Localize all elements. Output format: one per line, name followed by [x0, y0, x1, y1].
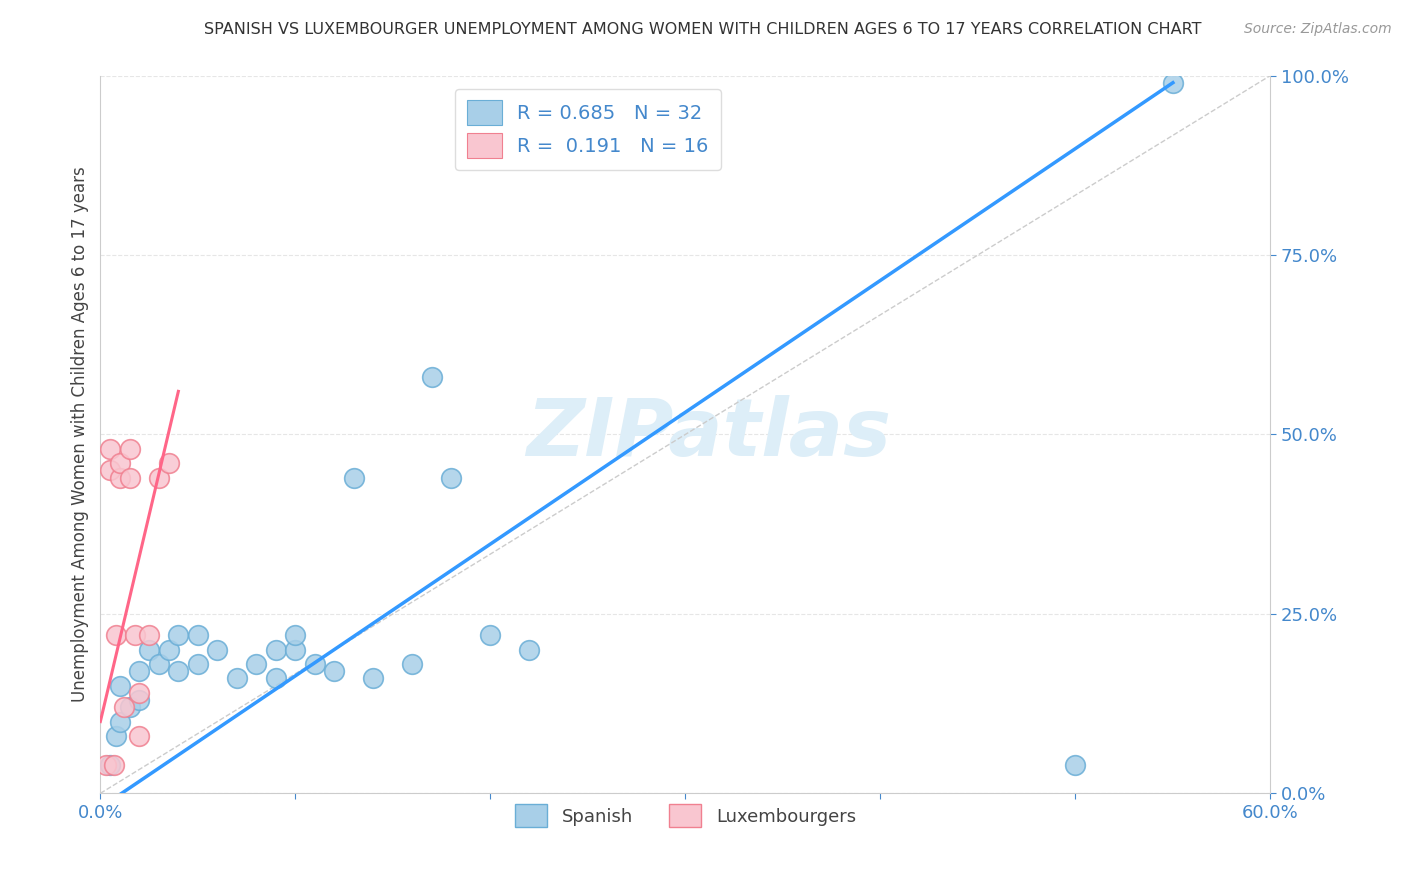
Point — [264, 672, 287, 686]
Point — [118, 470, 141, 484]
Point — [420, 370, 443, 384]
Point — [98, 463, 121, 477]
Point — [138, 642, 160, 657]
Point — [187, 628, 209, 642]
Point — [157, 456, 180, 470]
Point — [284, 642, 307, 657]
Point — [138, 628, 160, 642]
Point — [207, 642, 229, 657]
Point — [1161, 76, 1184, 90]
Point — [148, 657, 170, 672]
Point — [479, 628, 502, 642]
Point — [519, 642, 541, 657]
Point — [128, 665, 150, 679]
Text: ZIPatlas: ZIPatlas — [526, 395, 891, 474]
Point — [1064, 757, 1087, 772]
Point — [118, 700, 141, 714]
Point — [96, 757, 118, 772]
Point — [264, 642, 287, 657]
Point — [284, 628, 307, 642]
Point — [108, 456, 131, 470]
Point — [128, 729, 150, 743]
Point — [104, 628, 127, 642]
Point — [148, 470, 170, 484]
Text: SPANISH VS LUXEMBOURGER UNEMPLOYMENT AMONG WOMEN WITH CHILDREN AGES 6 TO 17 YEAR: SPANISH VS LUXEMBOURGER UNEMPLOYMENT AMO… — [204, 22, 1202, 37]
Point — [225, 672, 247, 686]
Y-axis label: Unemployment Among Women with Children Ages 6 to 17 years: Unemployment Among Women with Children A… — [72, 167, 89, 702]
Point — [108, 714, 131, 729]
Point — [108, 470, 131, 484]
Point — [98, 442, 121, 456]
Point — [108, 679, 131, 693]
Point — [323, 665, 346, 679]
Legend: Spanish, Luxembourgers: Spanish, Luxembourgers — [508, 797, 863, 835]
Point — [104, 729, 127, 743]
Point — [167, 628, 190, 642]
Point — [401, 657, 423, 672]
Point — [440, 470, 463, 484]
Text: Source: ZipAtlas.com: Source: ZipAtlas.com — [1244, 22, 1392, 37]
Point — [128, 693, 150, 707]
Point — [157, 642, 180, 657]
Point — [124, 628, 146, 642]
Point — [98, 757, 121, 772]
Point — [245, 657, 267, 672]
Point — [187, 657, 209, 672]
Point — [118, 442, 141, 456]
Point — [103, 757, 125, 772]
Point — [167, 665, 190, 679]
Point — [343, 470, 366, 484]
Point — [128, 686, 150, 700]
Point — [304, 657, 326, 672]
Point — [112, 700, 135, 714]
Point — [363, 672, 385, 686]
